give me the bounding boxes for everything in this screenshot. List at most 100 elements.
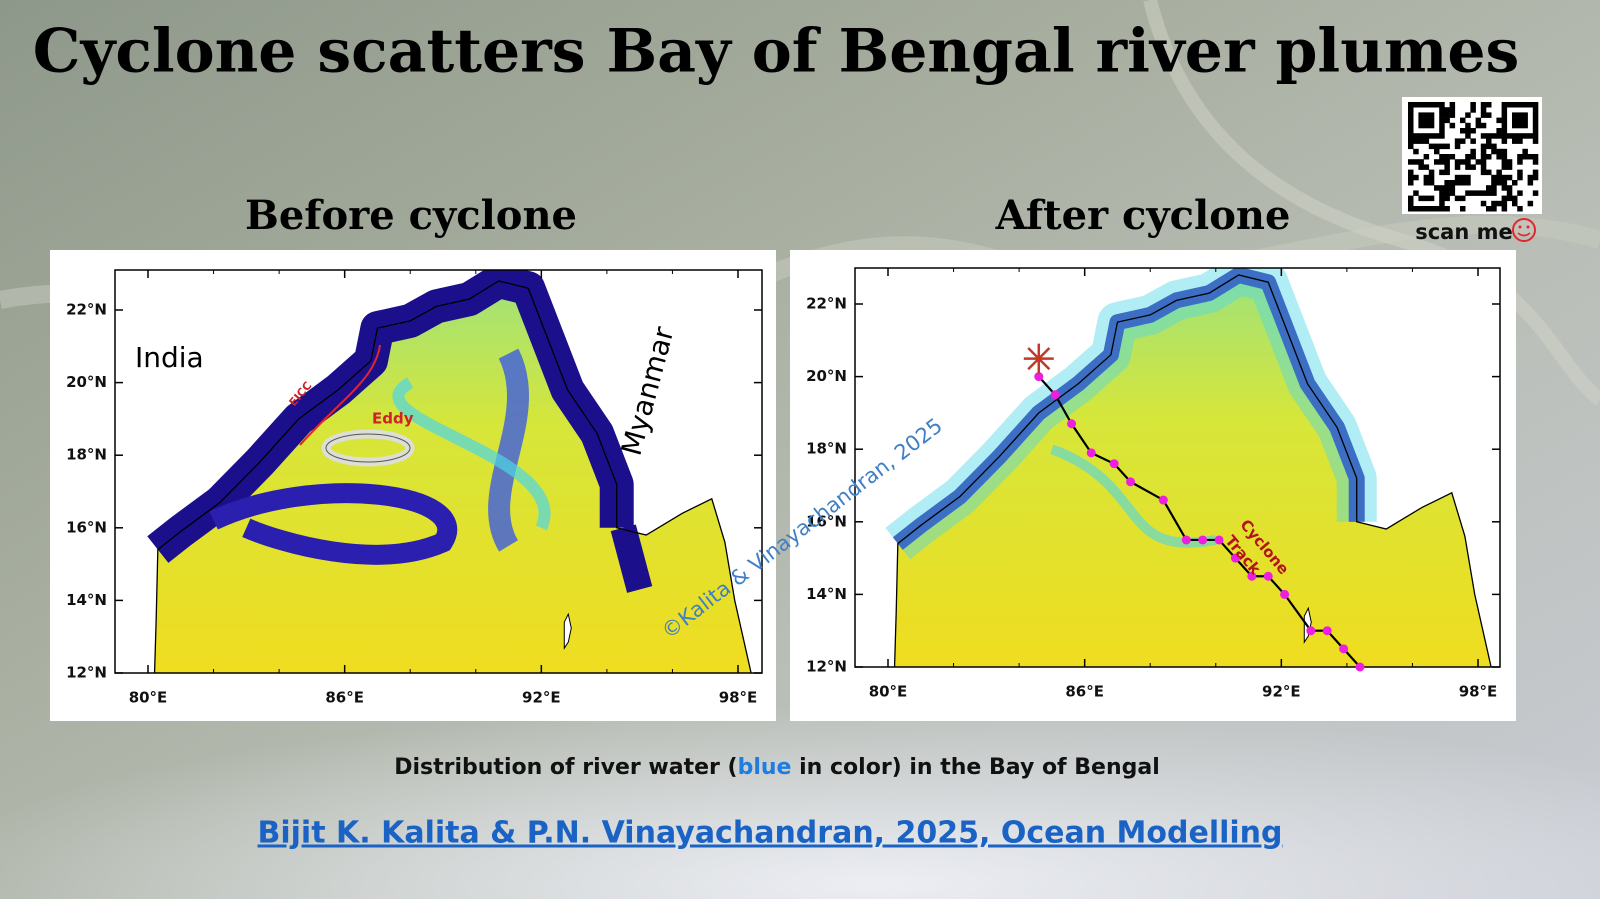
qr-module [1449, 112, 1456, 118]
qr-module [1532, 169, 1539, 176]
qr-module [1408, 133, 1414, 139]
qr-module [1506, 185, 1513, 191]
qr-module [1512, 122, 1518, 129]
qr-module [1408, 180, 1414, 186]
qr-module [1486, 154, 1492, 160]
qr-module [1408, 138, 1414, 144]
qr-module [1465, 164, 1471, 170]
qr-module [1439, 195, 1445, 202]
citation-link[interactable]: Bijit K. Kalita & P.N. Vinayachandran, 2… [258, 816, 1283, 851]
qr-module [1512, 138, 1518, 144]
qr-module [1512, 200, 1518, 207]
qr-module [1532, 174, 1539, 181]
smiley [1512, 218, 1536, 242]
lat-tick-label: 12°N [66, 664, 107, 682]
qr-module [1428, 169, 1435, 176]
qr-module [1418, 122, 1424, 129]
caption-highlight: blue [738, 755, 792, 780]
qr-module [1517, 206, 1523, 212]
qr-module [1465, 133, 1471, 139]
qr-module [1501, 122, 1508, 129]
qr-module [1439, 112, 1445, 118]
qr-module [1470, 102, 1476, 108]
track-point [1086, 448, 1096, 458]
qr-module [1517, 102, 1523, 108]
qr-module [1506, 190, 1513, 196]
qr-module [1418, 112, 1424, 118]
qr-module [1449, 107, 1456, 113]
track-point [1280, 589, 1290, 599]
qr-module [1465, 174, 1471, 181]
qr-module [1480, 190, 1487, 196]
qr-module [1522, 148, 1528, 155]
qr-module [1470, 154, 1476, 160]
qr-module [1408, 102, 1414, 108]
lat-tick-label: 22°N [66, 301, 107, 319]
qr-module [1522, 102, 1528, 108]
qr-module [1454, 164, 1461, 170]
qr-module [1423, 164, 1430, 170]
qr-module [1527, 154, 1534, 160]
qr-module [1517, 117, 1523, 124]
qr-module [1444, 112, 1450, 118]
qr-module [1501, 159, 1508, 165]
qr-module [1491, 180, 1497, 186]
qr-module [1439, 122, 1445, 129]
qr-module [1460, 128, 1466, 134]
track-point [1158, 495, 1168, 505]
qr-module [1465, 180, 1471, 186]
track-point [1198, 535, 1208, 545]
track-point [1109, 459, 1119, 469]
qr-module [1496, 180, 1502, 186]
qr-module [1470, 138, 1476, 144]
qr-module [1532, 102, 1539, 108]
qr-module [1480, 107, 1487, 113]
qr-module [1470, 128, 1476, 134]
qr-module [1512, 180, 1518, 186]
qr-module [1527, 200, 1534, 207]
lat-tick-label: 16°N [66, 518, 107, 536]
qr-module [1434, 185, 1440, 191]
qr-module [1501, 148, 1508, 155]
qr-module [1428, 180, 1435, 186]
track-point [1339, 644, 1349, 654]
qr-code[interactable] [1402, 97, 1542, 214]
qr-module [1423, 180, 1430, 186]
lon-tick-label: 80°E [869, 683, 908, 701]
qr-module [1408, 143, 1414, 150]
qr-module [1517, 154, 1523, 160]
qr-module [1517, 159, 1523, 165]
qr-module [1408, 174, 1414, 181]
qr-module [1517, 112, 1523, 118]
qr-module [1532, 128, 1539, 134]
qr-module [1480, 148, 1487, 155]
qr-module [1506, 195, 1513, 202]
qr-module [1408, 195, 1414, 202]
qr-module [1491, 148, 1497, 155]
eicc-arrow [299, 344, 381, 446]
qr-module [1470, 190, 1476, 196]
qr-module [1522, 154, 1528, 160]
lon-tick-label: 98°E [719, 689, 758, 707]
qr-module [1496, 148, 1502, 155]
qr-module [1444, 185, 1450, 191]
lon-tick-label: 98°E [1459, 683, 1498, 701]
qr-module [1439, 206, 1445, 212]
qr-module [1428, 102, 1435, 108]
qr-module [1454, 143, 1461, 150]
qr-module [1501, 164, 1508, 170]
qr-module [1517, 174, 1523, 181]
qr-module [1454, 159, 1461, 165]
qr-module [1444, 154, 1450, 160]
qr-module [1480, 159, 1487, 165]
qr-module [1408, 206, 1414, 212]
caption-text: Distribution of river water ( [394, 755, 737, 780]
qr-module [1496, 133, 1502, 139]
track-point [1355, 662, 1365, 672]
qr-module [1480, 200, 1487, 207]
track-point [1214, 535, 1224, 545]
qr-module [1460, 180, 1466, 186]
qr-module [1408, 200, 1414, 207]
qr-module [1460, 117, 1466, 124]
